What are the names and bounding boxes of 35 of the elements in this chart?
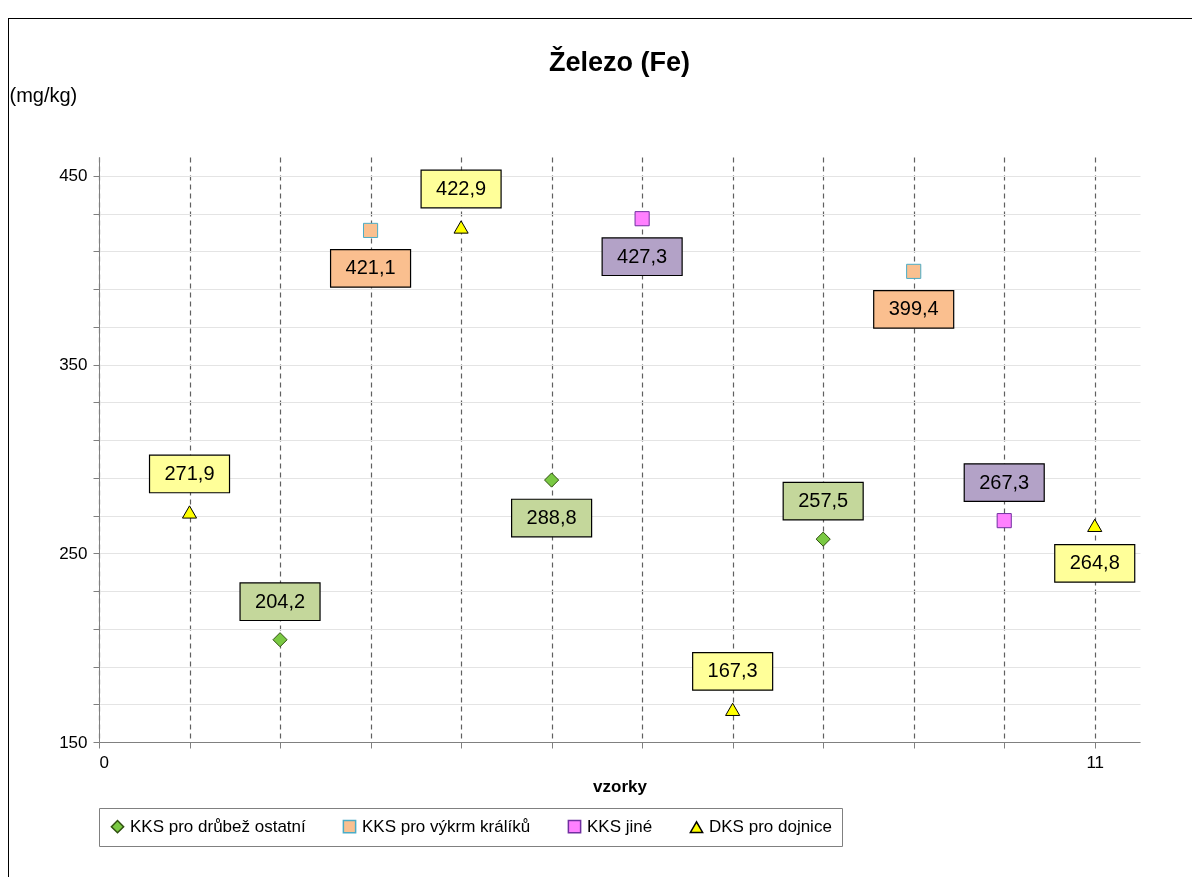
data-label: 264,8: [1069, 551, 1120, 574]
point: [1087, 518, 1103, 532]
data-label: 204,2: [255, 589, 306, 612]
y-tick-label: 350: [59, 355, 88, 375]
data-label: 167,3: [707, 659, 758, 682]
point: [815, 531, 831, 547]
legend-label: DKS pro dojnice: [709, 817, 832, 837]
point: [544, 472, 560, 488]
data-label: 422,9: [436, 177, 487, 200]
data-label: 427,3: [617, 244, 668, 267]
point: [906, 263, 922, 279]
x-tick-label: 0: [99, 752, 109, 772]
data-label: 271,9: [164, 461, 215, 484]
data-label: 267,3: [979, 470, 1030, 493]
point: [634, 211, 650, 227]
y-tick-label: 250: [59, 543, 88, 563]
data-label: 257,5: [798, 489, 849, 512]
point: [181, 505, 198, 519]
legend-label: KKS pro výkrm králíků: [362, 816, 531, 836]
legend-label: KKS pro drůbež ostatní: [130, 816, 307, 836]
y-tick-label: 450: [59, 166, 88, 186]
y-tick-label: 150: [59, 732, 88, 752]
data-label: 399,4: [888, 297, 939, 320]
data-label: 288,8: [526, 506, 577, 529]
y-axis-title: (mg/kg): [9, 83, 78, 106]
point: [996, 513, 1012, 529]
legend-label: KKS jiné: [587, 816, 653, 836]
point: [362, 222, 379, 238]
chart-title: Železo (Fe): [548, 46, 691, 77]
point: [453, 220, 469, 234]
point: [272, 632, 288, 648]
data-label: 421,1: [345, 256, 396, 279]
point: [725, 702, 741, 716]
x-tick-label: 11: [1086, 752, 1105, 772]
x-axis-title: vzorky: [593, 776, 648, 796]
